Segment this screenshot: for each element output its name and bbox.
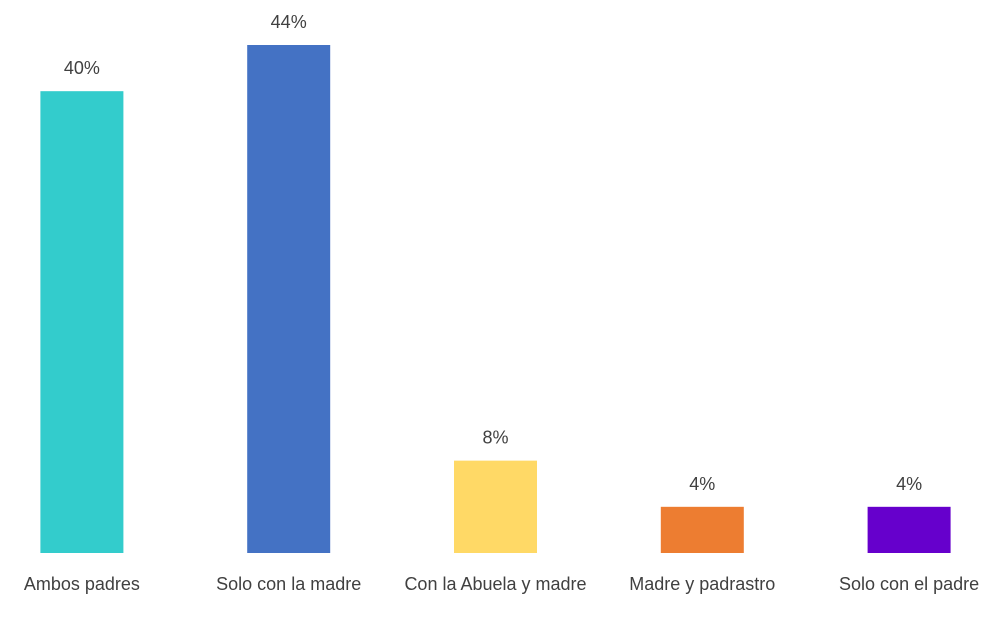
- data-label: 4%: [689, 474, 715, 494]
- bar: [247, 45, 331, 553]
- bar: [660, 506, 744, 553]
- x-tick-label: Con la Abuela y madre: [404, 574, 586, 594]
- bar: [454, 460, 537, 553]
- data-label: 8%: [482, 428, 508, 448]
- bar: [867, 506, 951, 553]
- data-label: 4%: [896, 474, 922, 494]
- data-label: 40%: [64, 58, 100, 78]
- x-tick-label: Ambos padres: [24, 574, 140, 594]
- x-tick-label: Solo con el padre: [839, 574, 979, 594]
- bar: [40, 91, 124, 553]
- x-tick-label: Solo con la madre: [216, 574, 361, 594]
- x-tick-label: Madre y padrastro: [629, 574, 775, 594]
- data-label: 44%: [271, 12, 307, 32]
